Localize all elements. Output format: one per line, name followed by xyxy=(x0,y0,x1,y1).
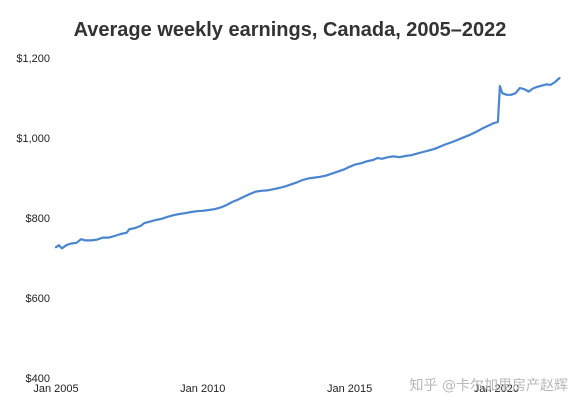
chart-title: Average weekly earnings, Canada, 2005–20… xyxy=(74,19,507,41)
x-tick-label: Jan 2015 xyxy=(327,383,372,395)
x-axis-ticks: Jan 2005 Jan 2010 Jan 2015 Jan 2020 xyxy=(33,383,519,395)
x-tick-label: Jan 2020 xyxy=(474,383,519,395)
y-tick-label: $600 xyxy=(26,293,50,305)
y-tick-label: $1,200 xyxy=(16,53,50,65)
x-tick-label: Jan 2010 xyxy=(180,383,225,395)
y-tick-label: $800 xyxy=(26,213,50,225)
series-line xyxy=(54,76,561,250)
y-axis-ticks: $400 $600 $800 $1,000 $1,200 xyxy=(16,53,50,385)
series-layer xyxy=(54,76,561,250)
y-tick-label: $1,000 xyxy=(16,133,50,145)
y-tick-label: $400 xyxy=(26,373,50,385)
watermark: 知乎 @卡尔加里房产赵辉 xyxy=(410,377,568,394)
x-tick-label: Jan 2005 xyxy=(33,383,78,395)
